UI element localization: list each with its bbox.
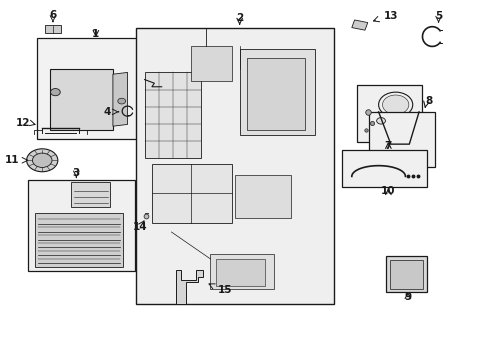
Text: 13: 13 [383, 12, 397, 22]
Bar [389, 260, 422, 289]
Circle shape [26, 149, 58, 172]
Circle shape [382, 95, 408, 114]
Bar [356, 85, 422, 142]
Polygon shape [176, 270, 203, 304]
Bar [71, 182, 110, 207]
Circle shape [32, 153, 52, 167]
Text: 11: 11 [5, 155, 20, 165]
Text: 7: 7 [384, 141, 391, 151]
Text: 1: 1 [92, 29, 99, 39]
Bar [341, 149, 427, 187]
Text: 4: 4 [103, 107, 110, 117]
Bar [234, 175, 290, 218]
Circle shape [376, 118, 385, 124]
Bar [152, 164, 232, 223]
Bar [49, 69, 113, 130]
Bar [44, 25, 61, 33]
Bar [37, 39, 159, 139]
Bar [210, 253, 273, 289]
Bar [246, 58, 305, 130]
Bar [385, 256, 427, 292]
Text: 8: 8 [425, 96, 431, 106]
Bar [368, 112, 434, 167]
Text: 14: 14 [132, 222, 147, 232]
Bar [27, 180, 135, 271]
Text: 9: 9 [404, 292, 410, 302]
Circle shape [118, 98, 125, 104]
Bar [144, 72, 200, 158]
Text: 10: 10 [380, 186, 395, 197]
Bar [35, 213, 122, 267]
Text: 2: 2 [236, 13, 243, 23]
Bar [239, 49, 315, 135]
Text: 3: 3 [73, 168, 80, 178]
Bar [190, 45, 232, 81]
Text: 12: 12 [16, 118, 30, 128]
Circle shape [50, 89, 60, 96]
Polygon shape [136, 28, 333, 304]
Text: 5: 5 [434, 11, 441, 21]
Text: 6: 6 [49, 10, 57, 20]
Bar [351, 20, 367, 30]
Text: 15: 15 [217, 285, 232, 296]
Polygon shape [113, 72, 127, 126]
Bar [216, 259, 264, 286]
